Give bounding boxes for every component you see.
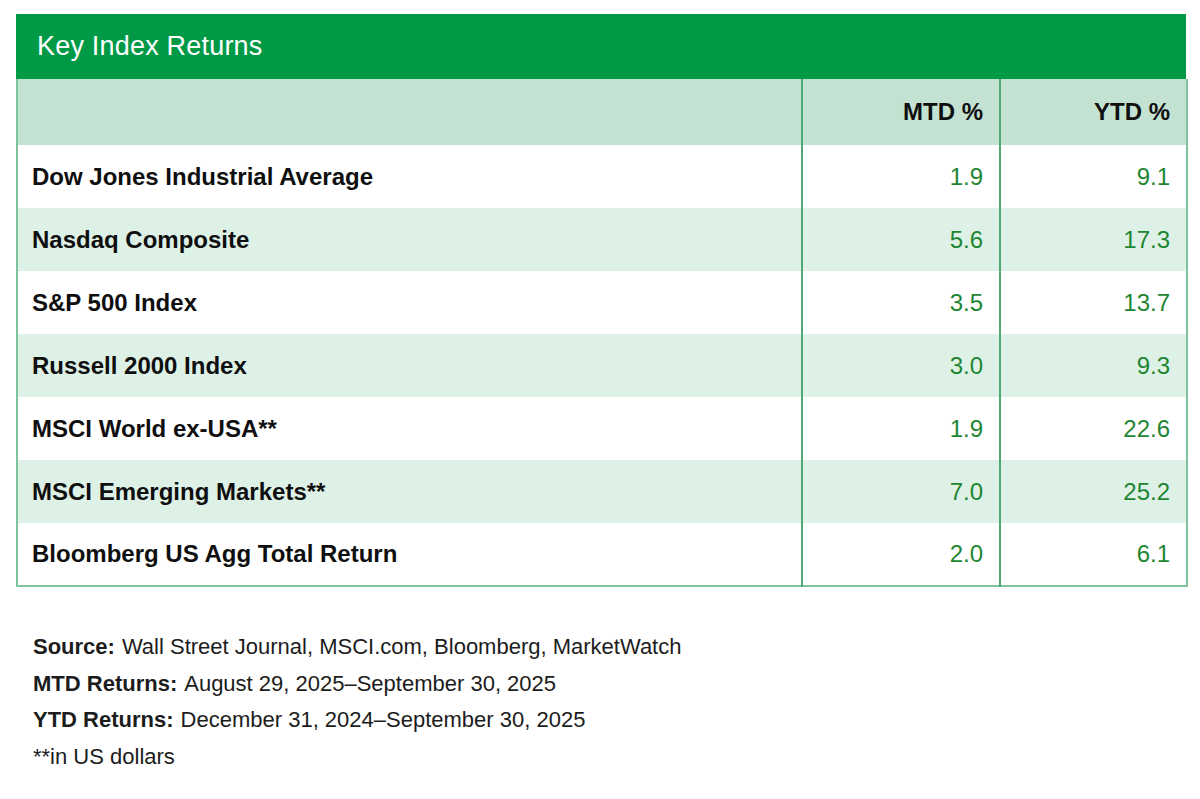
footnote-label: Source:	[33, 634, 115, 659]
mtd-value: 1.9	[802, 397, 1000, 460]
footnote-text: August 29, 2025–September 30, 2025	[184, 671, 556, 696]
footnote-ytd-period: YTD Returns: December 31, 2024–September …	[33, 702, 681, 739]
ytd-value: 13.7	[1000, 271, 1187, 334]
table-row: MSCI World ex-USA** 1.9 22.6	[17, 397, 1187, 460]
table-row: Bloomberg US Agg Total Return 2.0 6.1	[17, 523, 1187, 586]
footnote-label: YTD Returns:	[33, 707, 174, 732]
header-mtd: MTD %	[802, 79, 1000, 145]
table-row: Nasdaq Composite 5.6 17.3	[17, 208, 1187, 271]
index-name: S&P 500 Index	[17, 271, 802, 334]
table-row: MSCI Emerging Markets** 7.0 25.2	[17, 460, 1187, 523]
header-ytd: YTD %	[1000, 79, 1187, 145]
index-name: MSCI Emerging Markets**	[17, 460, 802, 523]
index-name: Bloomberg US Agg Total Return	[17, 523, 802, 586]
mtd-value: 7.0	[802, 460, 1000, 523]
footnote-source: Source: Wall Street Journal, MSCI.com, Bl…	[33, 629, 681, 666]
table-row: Russell 2000 Index 3.0 9.3	[17, 334, 1187, 397]
footnote-text: Wall Street Journal, MSCI.com, Bloomberg…	[122, 634, 682, 659]
ytd-value: 9.1	[1000, 145, 1187, 208]
index-name: MSCI World ex-USA**	[17, 397, 802, 460]
mtd-value: 3.0	[802, 334, 1000, 397]
index-name: Nasdaq Composite	[17, 208, 802, 271]
footnotes: Source: Wall Street Journal, MSCI.com, Bl…	[33, 629, 681, 775]
footnote-text: **in US dollars	[33, 744, 175, 769]
returns-table: MTD % YTD % Dow Jones Industrial Average…	[16, 79, 1188, 587]
mtd-value: 3.5	[802, 271, 1000, 334]
index-name: Russell 2000 Index	[17, 334, 802, 397]
ytd-value: 9.3	[1000, 334, 1187, 397]
mtd-value: 1.9	[802, 145, 1000, 208]
mtd-value: 2.0	[802, 523, 1000, 586]
ytd-value: 17.3	[1000, 208, 1187, 271]
footnote-label: MTD Returns:	[33, 671, 177, 696]
table-title: Key Index Returns	[37, 31, 263, 62]
footnote-mtd-period: MTD Returns: August 29, 2025–September 30…	[33, 666, 681, 703]
ytd-value: 6.1	[1000, 523, 1187, 586]
ytd-value: 22.6	[1000, 397, 1187, 460]
table-row: Dow Jones Industrial Average 1.9 9.1	[17, 145, 1187, 208]
header-row: MTD % YTD %	[17, 79, 1187, 145]
mtd-value: 5.6	[802, 208, 1000, 271]
table-title-bar: Key Index Returns	[16, 14, 1186, 79]
index-name: Dow Jones Industrial Average	[17, 145, 802, 208]
table-row: S&P 500 Index 3.5 13.7	[17, 271, 1187, 334]
footnote-text: December 31, 2024–September 30, 2025	[181, 707, 586, 732]
header-index-name	[17, 79, 802, 145]
ytd-value: 25.2	[1000, 460, 1187, 523]
key-index-returns-card: Key Index Returns MTD % YTD % Dow Jones …	[0, 0, 1200, 799]
footnote-us-dollars: **in US dollars	[33, 739, 681, 776]
